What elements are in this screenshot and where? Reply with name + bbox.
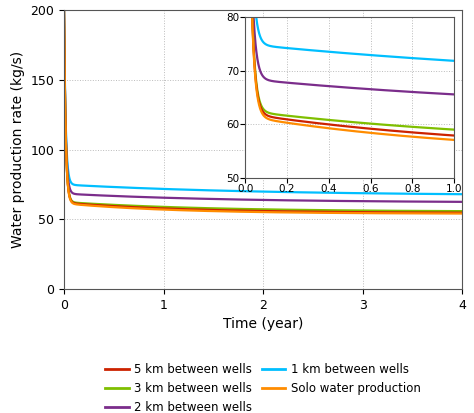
Legend: 5 km between wells, 3 km between wells, 2 km between wells, 1 km between wells, : 5 km between wells, 3 km between wells, … [105,363,421,413]
X-axis label: Time (year): Time (year) [223,317,303,331]
Y-axis label: Water production rate (kg/s): Water production rate (kg/s) [11,51,25,248]
